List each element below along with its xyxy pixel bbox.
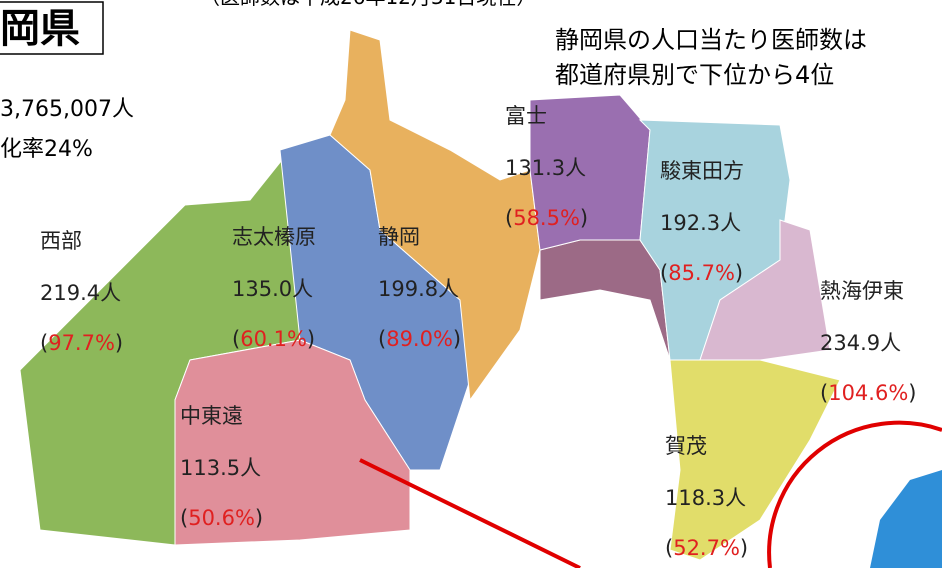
region-kamo bbox=[669, 359, 841, 561]
region-ratio: (97.7%) bbox=[40, 331, 123, 355]
region-shizuoka bbox=[329, 29, 541, 402]
ratio-value: 85.7% bbox=[668, 261, 735, 285]
paren: ) bbox=[735, 261, 743, 285]
population: 3,765,007人 bbox=[0, 97, 134, 122]
region-chutoen bbox=[174, 339, 411, 546]
paren: ( bbox=[180, 506, 188, 530]
region-name: 西部 bbox=[40, 229, 82, 253]
region-doctors: 113.5人 bbox=[180, 456, 261, 480]
region-ratio: (89.0%) bbox=[378, 327, 461, 351]
ratio-value: 60.1% bbox=[240, 327, 307, 351]
region-ratio: (58.5%) bbox=[505, 206, 588, 230]
inset-circle bbox=[767, 420, 942, 568]
region-name: 駿東田方 bbox=[660, 159, 744, 183]
region-doctors: 118.3人 bbox=[665, 486, 746, 510]
ratio-value: 104.6% bbox=[828, 381, 908, 405]
paren: ) bbox=[908, 381, 916, 405]
paren: ( bbox=[665, 536, 673, 560]
region-name: 富士 bbox=[505, 104, 547, 128]
title-box bbox=[0, 1, 104, 55]
region-name: 中東遠 bbox=[180, 404, 243, 428]
region-name: 賀茂 bbox=[665, 434, 707, 458]
paren: ( bbox=[232, 327, 240, 351]
region-doctors: 234.9人 bbox=[820, 331, 901, 355]
paren: ( bbox=[820, 381, 828, 405]
region-ratio: (85.7%) bbox=[660, 261, 743, 285]
region-doctors: 135.0人 bbox=[232, 277, 313, 301]
region-ratio: (52.7%) bbox=[665, 536, 748, 560]
summary-line: 都道府県別で下位から4位 bbox=[555, 61, 834, 89]
ratio-value: 89.0% bbox=[386, 327, 453, 351]
region-doctors: 192.3人 bbox=[660, 211, 741, 235]
region-bridge bbox=[539, 239, 671, 361]
region-doctors: 219.4人 bbox=[40, 281, 121, 305]
pointer-line bbox=[359, 458, 581, 568]
region-ratio: (60.1%) bbox=[232, 327, 315, 351]
paren: ( bbox=[505, 206, 513, 230]
region-doctors: 131.3人 bbox=[505, 156, 586, 180]
region-ratio: (50.6%) bbox=[180, 506, 263, 530]
paren: ) bbox=[307, 327, 315, 351]
map-shapes bbox=[19, 29, 942, 568]
inset-shape bbox=[870, 470, 942, 568]
paren: ) bbox=[115, 331, 123, 355]
paren: ( bbox=[660, 261, 668, 285]
paren: ) bbox=[580, 206, 588, 230]
region-fuji bbox=[529, 94, 651, 251]
paren: ) bbox=[255, 506, 263, 530]
region-ratio: (104.6%) bbox=[820, 381, 916, 405]
title: 岡県 bbox=[0, 6, 80, 52]
region-name: 志太榛原 bbox=[232, 225, 316, 249]
region-name: 静岡 bbox=[378, 225, 420, 249]
paren: ( bbox=[40, 331, 48, 355]
ratio-value: 97.7% bbox=[48, 331, 115, 355]
region-doctors: 199.8人 bbox=[378, 277, 459, 301]
paren: ) bbox=[740, 536, 748, 560]
region-labels: 西部 219.4人 (97.7%) 志太榛原 135.0人 (60.1%) 静岡 199.8人… bbox=[40, 104, 916, 560]
ratio-value: 52.7% bbox=[673, 536, 740, 560]
paren: ) bbox=[453, 327, 461, 351]
aging: 化率24% bbox=[0, 137, 93, 162]
region-name: 熱海伊東 bbox=[820, 279, 904, 303]
summary-line: 静岡県の人口当たり医師数は bbox=[555, 26, 867, 54]
paren: ( bbox=[378, 327, 386, 351]
note: （医師数は平成26年12月31日現在） bbox=[200, 0, 536, 9]
ratio-value: 50.6% bbox=[188, 506, 255, 530]
ratio-value: 58.5% bbox=[513, 206, 580, 230]
